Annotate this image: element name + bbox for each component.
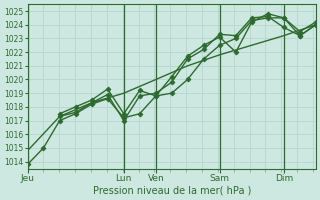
X-axis label: Pression niveau de la mer( hPa ): Pression niveau de la mer( hPa ) [92,186,251,196]
